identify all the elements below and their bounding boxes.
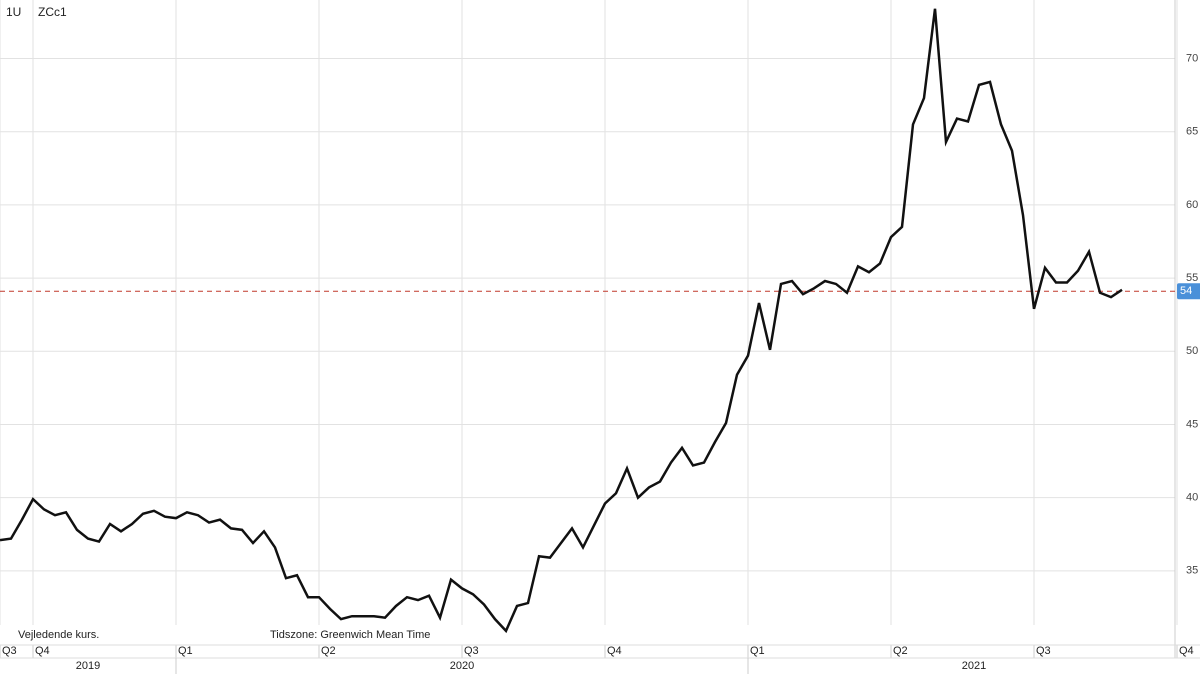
note: Vejledende kurs. [18, 629, 99, 641]
y-tick-label: 45 [1186, 418, 1198, 430]
instrument-label: ZCc1 [38, 5, 67, 19]
y-tick-label: 70 [1186, 52, 1198, 64]
x-tick-label: Q3 [464, 645, 479, 657]
interval-label: 1U [6, 5, 21, 19]
price-line [0, 8, 1123, 634]
y-tick-label: 35 [1186, 565, 1198, 577]
last-price-box [1177, 283, 1200, 300]
x-tick-label: Q3 [1036, 645, 1051, 657]
x-tick-label: Q2 [893, 645, 908, 657]
note: Tidszone: Greenwich Mean Time [270, 629, 430, 641]
y-tick-label: 55 [1186, 272, 1198, 284]
y-tick-label: 65 [1186, 126, 1198, 138]
year-label: 2021 [962, 660, 986, 672]
x-tick-label: Q1 [750, 645, 765, 657]
x-tick-label: Q4 [35, 645, 50, 657]
x-tick-label: Q4 [1179, 645, 1194, 657]
year-label: 2019 [76, 660, 100, 672]
x-tick-label: Q4 [607, 645, 622, 657]
year-label: 2020 [450, 660, 474, 672]
y-tick-label: 60 [1186, 199, 1198, 211]
y-tick-label: 40 [1186, 492, 1198, 504]
y-tick-label: 50 [1186, 345, 1198, 357]
last-price-label: 54 [1180, 285, 1192, 297]
x-tick-label: Q1 [178, 645, 193, 657]
x-tick-label: Q3 [2, 645, 17, 657]
x-tick-label: Q2 [321, 645, 336, 657]
